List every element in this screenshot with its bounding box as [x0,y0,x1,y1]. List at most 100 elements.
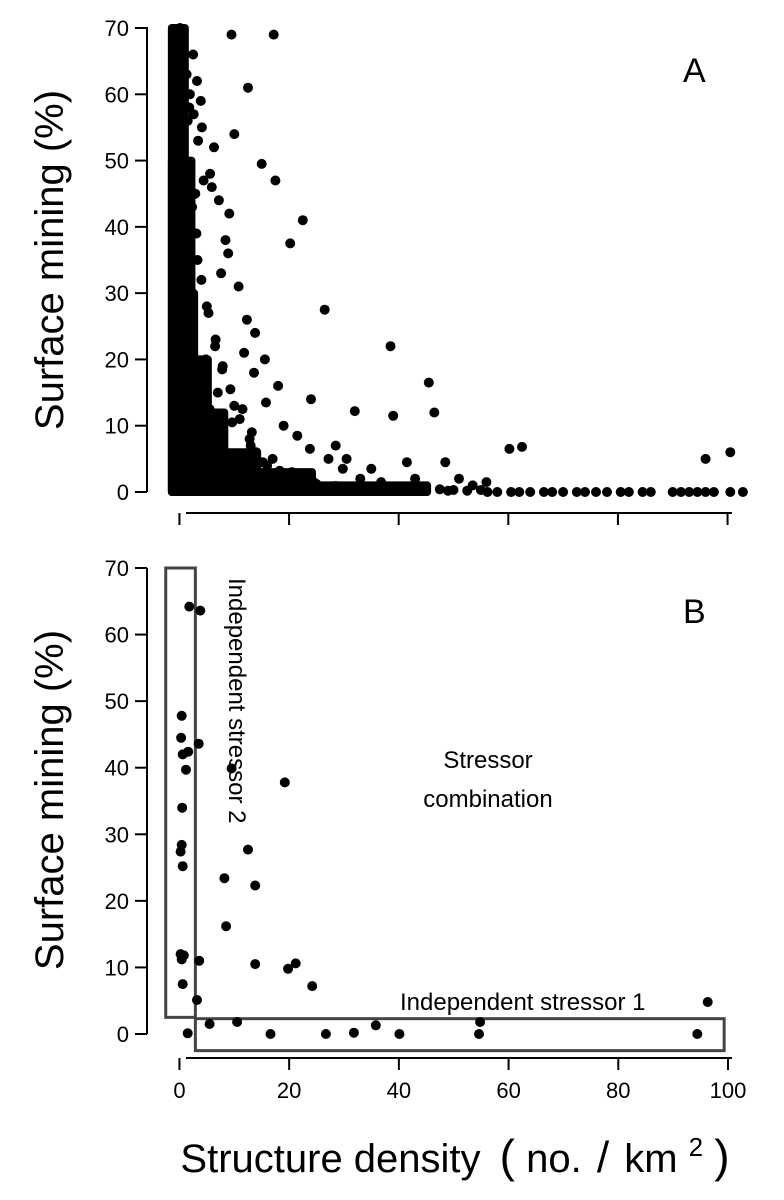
x-axis-unit-open: ( [500,1130,516,1182]
panel-a-point [262,460,273,471]
panel-b-point [475,1017,486,1027]
panel-a-point [177,42,188,53]
panel-b-y-tick-label: 0 [117,1022,129,1047]
panel-a-point [223,248,234,259]
panel-a-point [229,129,240,140]
panel-a-point [737,487,748,497]
panel-a-point [245,485,256,495]
panel-b-point [250,880,261,891]
panel-a-point [330,481,341,491]
panel-a-point [197,443,208,454]
x-axis-unit-sup: 2 [689,1132,703,1162]
panel-b-point [250,959,261,970]
panel-a-point [225,384,236,395]
panel-a-point [580,487,590,497]
panel-a-point [315,485,326,495]
panel-a-point [492,487,503,497]
panel-a-point [208,485,219,495]
panel-a-point [234,414,245,425]
panel-a-point [181,69,192,80]
panel-b-x-tick-label: 40 [387,1078,411,1103]
panel-a-y-tick-label: 50 [105,149,129,174]
x-axis-unit-km: km [624,1137,677,1181]
panel-a-point [514,487,525,497]
panel-a-point [195,95,206,106]
panel-b-point [204,1019,215,1029]
panel-a-point [194,394,205,405]
panel-a-point [274,465,285,476]
panel-b-x-tick-label: 100 [710,1078,747,1103]
panel-a-point [547,487,558,497]
panel-a-point [216,268,227,279]
panel-a-point [256,158,267,169]
panel-b-point [283,963,294,974]
panel-a-point [440,457,451,468]
panel-b-point [279,777,290,788]
panel-a-point [264,477,275,488]
panel-a-point [380,484,390,495]
panel-a-point [193,135,204,146]
panel-a-point [725,447,736,458]
panel-a-point [684,487,695,497]
panel-a-y-axis-title: Surface mining (%) [28,90,72,430]
panel-a-point [355,473,366,484]
panel-b-point [176,710,187,721]
panel-a-point [273,380,284,391]
panel-a-label: A [683,52,706,90]
panel-b-point [692,1029,703,1039]
panel-a-point [399,485,410,496]
panel-a-point [283,484,293,495]
panel-a-point [209,142,219,153]
panel-b-y-tick-label: 30 [105,822,129,847]
panel-a-x-ticks [178,513,729,525]
panel-a-point [319,304,330,315]
x-axis-title: Structure density ( no. / km 2 ) [180,1121,729,1182]
panel-a-point [182,115,193,126]
panel-a-point [222,450,233,461]
panel-a-point [591,487,601,497]
panel-a-point [538,487,549,497]
panel-a-point [407,483,418,493]
panel-b-point [307,981,318,992]
panel-a-point [454,473,464,484]
panel-a-point [188,109,199,120]
panel-b-point [243,844,253,855]
panel-a-point [255,483,266,494]
panel-a-point [725,487,736,497]
panel-a-y-ticks: 0 10 20 30 40 50 60 70 [105,16,147,505]
panel-a-point [667,487,678,497]
panel-a-point [192,255,203,265]
panel-b-point [194,955,205,966]
panel-a-point [198,175,209,186]
panel-a-point [178,56,189,67]
panel-a-point [237,404,248,415]
panel-b-point [184,601,195,612]
panel-a-point [285,238,296,249]
panel-a-point [224,208,235,219]
panel-a-point [299,483,310,493]
panel-a-point [289,470,300,481]
panel-b-point [702,997,713,1007]
panel-a: Surface mining (%) 0 10 20 30 40 50 60 70 A [28,16,748,525]
panel-a-point [220,235,231,246]
panel-b-y-ticks: 0 10 20 30 40 50 60 70 [105,556,147,1047]
panel-a-point [270,175,281,186]
panel-b-y-tick-label: 10 [105,955,129,980]
panel-a-point [337,463,348,474]
panel-b-point [195,605,206,616]
x-axis-unit-main: no. [526,1137,582,1181]
panel-a-point [251,447,262,458]
panel-a-point [212,387,223,398]
panel-a-point [330,440,341,451]
panel-a-point [434,484,445,495]
panel-b-point [290,958,301,969]
panel-b-y-tick-label: 60 [105,623,129,648]
panel-a-point [349,406,360,417]
panel-b-y-tick-label: 40 [105,756,129,781]
panel-a-point [188,49,199,60]
panel-a-y-tick-label: 60 [105,82,129,107]
panel-a-point [645,487,656,497]
panel-a-point [410,473,421,484]
panel-a-point [210,334,221,345]
panel-a-point [175,23,185,33]
